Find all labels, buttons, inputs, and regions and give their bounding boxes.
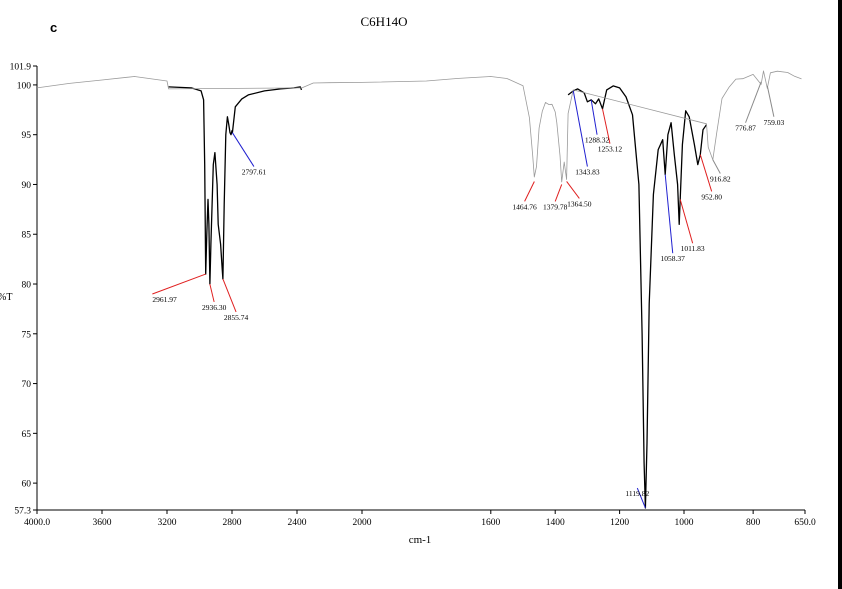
peak-leader-line xyxy=(572,90,588,167)
x-axis-label: cm-1 xyxy=(409,534,432,546)
peak-label: 1253.12 xyxy=(598,145,623,154)
series-line-0 xyxy=(168,86,303,285)
peak-label: 2797.61 xyxy=(242,168,267,177)
x-tick-label: 4000.0 xyxy=(24,518,50,528)
y-tick-label: 57.3 xyxy=(14,507,31,517)
peak-leader-line xyxy=(636,487,646,509)
spectrum-series xyxy=(36,70,802,509)
x-tick-label: 2000 xyxy=(353,518,372,528)
y-tick-label: 95 xyxy=(22,131,32,141)
series-line-1 xyxy=(567,85,708,509)
x-tick-label: 800 xyxy=(746,518,761,528)
y-tick-label: 101.9 xyxy=(10,63,32,73)
x-tick-label: 2800 xyxy=(223,518,242,528)
peak-leader-line xyxy=(554,184,563,202)
series-line-2 xyxy=(36,70,802,183)
y-tick-label: 60 xyxy=(22,480,32,490)
x-tick-label: 2400 xyxy=(288,518,307,528)
x-axis-ticks: 4000.0 3600 3200 2800 2400 2000 1600 1400 1200 10… xyxy=(24,510,816,528)
peak-label: 759.03 xyxy=(764,118,785,127)
peak-label: 1379.78 xyxy=(543,202,568,211)
y-axis-ticks: 101.9 100 95 90 85 80 75 70 65 60 57.3 xyxy=(10,63,37,517)
peak-leader-line xyxy=(209,283,215,303)
peak-label: 1119.82 xyxy=(625,489,649,498)
peak-label: 1464.76 xyxy=(512,202,537,211)
peak-leader-line xyxy=(231,132,255,167)
y-tick-label: 80 xyxy=(22,281,32,291)
y-tick-label: 70 xyxy=(22,380,32,390)
chart-title: C6H14O xyxy=(361,14,408,29)
y-tick-label: 65 xyxy=(22,430,32,440)
peak-label: 1058.37 xyxy=(661,254,686,263)
x-tick-label: 1600 xyxy=(481,518,500,528)
peak-label: 1011.83 xyxy=(681,244,705,253)
peak-label: 1364.50 xyxy=(567,199,592,208)
peak-label: 2936.30 xyxy=(202,303,227,312)
peak-leader-line xyxy=(664,174,674,254)
y-tick-label: 75 xyxy=(22,330,32,340)
peak-leader-line xyxy=(566,181,580,199)
x-tick-label: 1200 xyxy=(610,518,629,528)
y-tick-label: 100 xyxy=(17,81,32,91)
peak-label: 2961.97 xyxy=(152,295,177,304)
peak-leader-line xyxy=(152,273,206,295)
peak-label: 776.87 xyxy=(735,124,756,133)
peak-label: 916.82 xyxy=(710,175,731,184)
peak-leader-line xyxy=(602,108,611,144)
peak-leader-line xyxy=(699,154,713,192)
peak-leader-line xyxy=(712,159,721,174)
peak-label: 952.80 xyxy=(701,192,722,201)
y-tick-label: 85 xyxy=(22,231,32,241)
peak-leader-line xyxy=(222,278,237,313)
x-tick-label: 1000 xyxy=(675,518,694,528)
peak-label: 1343.83 xyxy=(575,168,600,177)
panel-label: c xyxy=(50,20,57,35)
x-tick-label: 3200 xyxy=(158,518,177,528)
peak-leader-line xyxy=(745,81,762,123)
y-axis-label: %T xyxy=(0,292,12,303)
peak-leader-line xyxy=(524,181,535,202)
x-tick-label: 3600 xyxy=(93,518,112,528)
x-tick-label: 1400 xyxy=(546,518,565,528)
peak-label: 2855.74 xyxy=(224,313,249,322)
peak-leader-line xyxy=(679,199,694,244)
x-tick-label: 650.0 xyxy=(794,518,816,528)
peak-leader-line xyxy=(766,85,775,117)
peak-leader-line xyxy=(590,99,598,135)
peak-label: 1288.32 xyxy=(585,136,610,145)
window-edge xyxy=(838,0,842,589)
y-tick-label: 90 xyxy=(22,181,32,191)
